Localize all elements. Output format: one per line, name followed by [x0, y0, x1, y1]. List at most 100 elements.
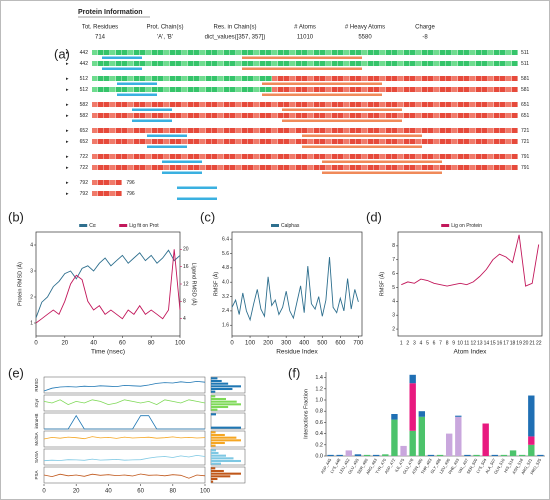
residue-cell	[416, 165, 422, 170]
residue-cell	[152, 113, 158, 118]
residue-cell	[296, 113, 302, 118]
residue-cell	[200, 102, 206, 107]
residue-cell	[146, 128, 152, 133]
residue-cell	[512, 76, 518, 81]
x-tick-label: 0	[42, 489, 46, 495]
residue-cell	[344, 50, 350, 55]
residue-cell	[428, 102, 434, 107]
residue-cell	[350, 154, 356, 159]
residue-cell	[278, 50, 284, 55]
residue-cell	[128, 128, 134, 133]
bar-segment	[528, 436, 535, 445]
residue-cell	[92, 128, 98, 133]
residue-cell	[434, 76, 440, 81]
residue-cell	[182, 76, 188, 81]
residue-cell	[368, 154, 374, 159]
residue-cell	[362, 113, 368, 118]
residue-cell	[182, 154, 188, 159]
residue-cell	[380, 87, 386, 92]
residue-cell	[206, 50, 212, 55]
residue-cell	[494, 76, 500, 81]
hist-bar	[211, 397, 226, 401]
residue-cell	[320, 139, 326, 144]
y-axis-label: RMSF (Å)	[378, 272, 385, 297]
row-end: 721	[521, 128, 530, 134]
structure-bar	[242, 67, 362, 70]
residue-cell	[458, 128, 464, 133]
residue-cell	[458, 165, 464, 170]
residue-cell	[278, 128, 284, 133]
residue-cell	[464, 113, 470, 118]
residue-cell	[512, 128, 518, 133]
structure-bar	[147, 134, 187, 137]
residue-cell	[152, 102, 158, 107]
info-value: 714	[95, 35, 106, 41]
bar-segment	[409, 383, 416, 431]
residue-cell	[194, 87, 200, 92]
residue-cell	[224, 139, 230, 144]
residue-cell	[134, 113, 140, 118]
residue-cell	[212, 128, 218, 133]
residue-cell	[446, 50, 452, 55]
residue-cell	[122, 165, 128, 170]
residue-cell	[164, 50, 170, 55]
row-start: 512	[80, 87, 89, 93]
residue-cell	[218, 61, 224, 66]
residue-cell	[404, 139, 410, 144]
residue-cell	[194, 50, 200, 55]
residue-cell	[278, 102, 284, 107]
residue-cell	[476, 154, 482, 159]
panel-label: (e)	[8, 365, 24, 380]
residue-cell	[386, 154, 392, 159]
residue-cell	[350, 165, 356, 170]
residue-cell	[362, 87, 368, 92]
residue-cell	[242, 87, 248, 92]
chain-mark: ▸	[66, 139, 69, 145]
residue-cell	[224, 102, 230, 107]
residue-cell	[92, 76, 98, 81]
bar-segment	[336, 454, 343, 456]
residue-cell	[494, 165, 500, 170]
row-label: RMSD	[34, 378, 39, 392]
residue-cell	[368, 61, 374, 66]
residue-cell	[434, 165, 440, 170]
residue-cell	[212, 50, 218, 55]
residue-cell	[170, 61, 176, 66]
residue-cell	[242, 76, 248, 81]
bar-segment	[409, 374, 416, 384]
residue-cell	[236, 50, 242, 55]
residue-cell	[188, 165, 194, 170]
residue-cell	[152, 87, 158, 92]
residue-cell	[452, 76, 458, 81]
hist-bar	[211, 477, 218, 481]
residue-cell	[320, 87, 326, 92]
residue-cell	[92, 165, 98, 170]
residue-cell	[248, 139, 254, 144]
residue-cell	[440, 102, 446, 107]
residue-cell	[110, 191, 116, 196]
residue-cell	[422, 50, 428, 55]
y-tick-label: 1.0	[315, 397, 323, 403]
y-tick-label: 6	[392, 271, 395, 277]
x-tick-label: 8	[446, 340, 449, 346]
x-tick-label: 10	[457, 340, 463, 346]
residue-cell	[488, 128, 494, 133]
residue-cell	[218, 50, 224, 55]
residue-cell	[248, 165, 254, 170]
legend-label: Calphas	[281, 223, 300, 229]
residue-cell	[422, 113, 428, 118]
residue-cell	[416, 139, 422, 144]
residue-cell	[200, 76, 206, 81]
residue-cell	[224, 50, 230, 55]
y-tick-label: 0.4	[315, 431, 323, 437]
residue-cell	[368, 87, 374, 92]
residue-cell	[470, 139, 476, 144]
residue-cell	[158, 154, 164, 159]
residue-cell	[320, 113, 326, 118]
bar-segment	[382, 454, 389, 456]
x-tick-label: 100	[245, 341, 256, 347]
residue-cell	[146, 61, 152, 66]
hist-bar	[211, 385, 241, 388]
y-tick-label: 0.6	[315, 420, 323, 426]
residue-cell	[368, 76, 374, 81]
